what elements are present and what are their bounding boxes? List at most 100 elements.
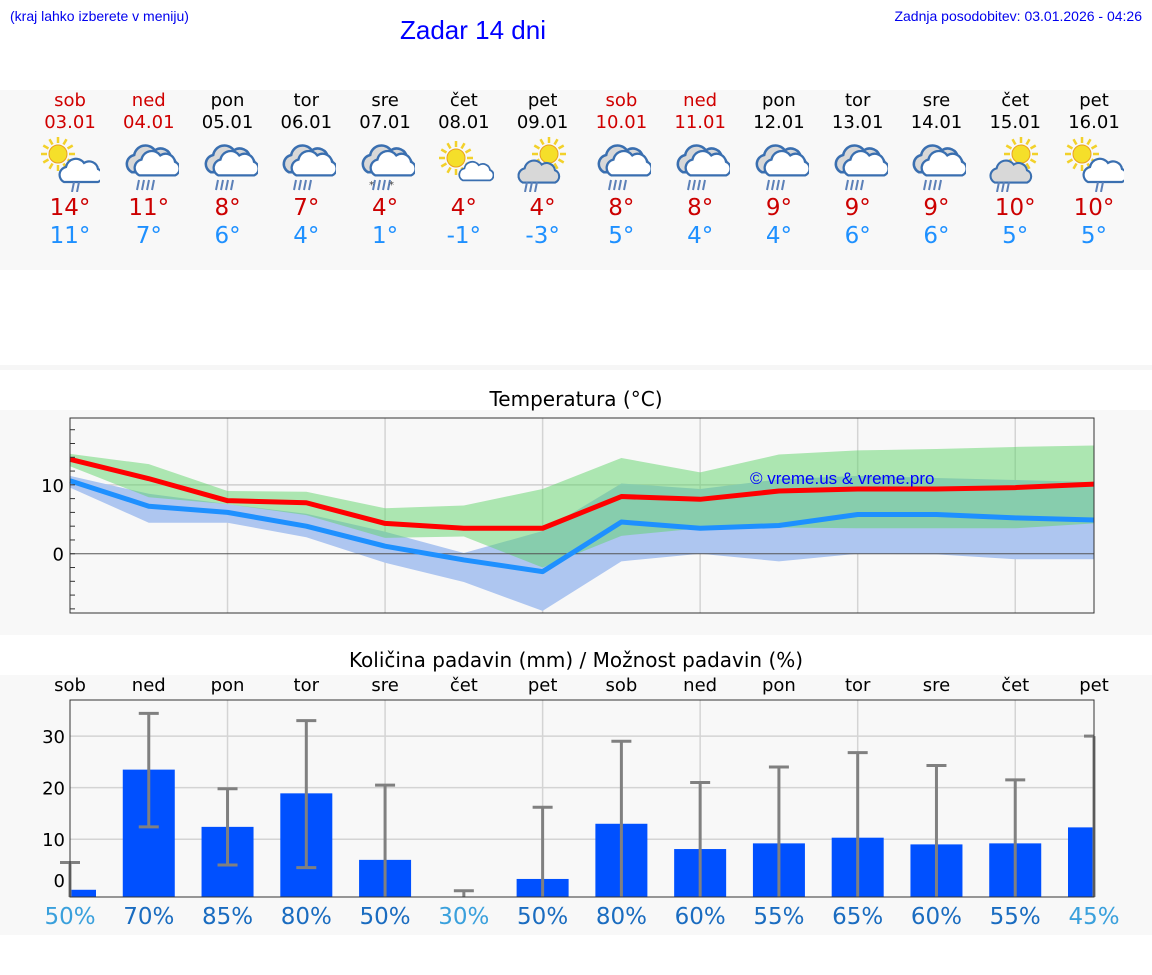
precip-probability: 80%	[595, 904, 647, 930]
precip-day-label: sob	[54, 675, 86, 696]
sun-icon	[438, 141, 473, 175]
min-temp: 5°	[1002, 223, 1029, 249]
heavy-rain-icon	[913, 144, 967, 191]
day-date: 13.01	[831, 112, 884, 133]
y-tick-label: 20	[42, 779, 65, 800]
max-temp: 4°	[371, 195, 399, 221]
watermark: © vreme.us & vreme.pro	[750, 469, 934, 488]
precip-day-label: tor	[293, 675, 320, 696]
max-temp: 8°	[608, 195, 635, 221]
y-tick-label: 10	[41, 476, 64, 497]
day-name: pon	[761, 90, 796, 111]
day-column: ned 04.01 11° 7°	[110, 90, 188, 250]
day-date: 15.01	[989, 112, 1041, 133]
cloud-icon	[58, 157, 100, 184]
day-date: 03.01	[44, 112, 96, 133]
precip-probability: 60%	[674, 904, 726, 930]
day-column: sob 03.01 14° 11°	[31, 90, 109, 250]
rain-icon	[214, 179, 234, 191]
cloud-icon	[517, 159, 560, 184]
cloud-icon	[605, 149, 652, 177]
cloud-icon	[212, 149, 258, 177]
last-updated: Zadnja posodobitev: 03.01.2026 - 04:26	[894, 8, 1142, 24]
day-name: pon	[210, 90, 245, 111]
precip-day-label: tor	[844, 675, 871, 696]
max-temp: 9°	[765, 195, 792, 221]
day-name: pet	[527, 90, 558, 111]
day-column: sre 07.01 * * 4° 1°	[346, 90, 424, 250]
temperature-chart-title: Temperatura (°C)	[489, 387, 663, 411]
precip-probability: 55%	[753, 904, 805, 930]
precip-day-label: sre	[371, 675, 399, 696]
sleet-icon: * *	[361, 144, 416, 191]
page-title: Zadar 14 dni	[400, 15, 546, 45]
max-temp: 4°	[450, 195, 477, 221]
min-temp: 6°	[214, 223, 241, 249]
cloud-icon	[920, 149, 967, 177]
max-temp: 9°	[844, 195, 871, 221]
rain-icon	[923, 179, 943, 191]
sun-cloud-icon	[438, 141, 494, 182]
day-date: 06.01	[280, 112, 333, 133]
day-name: čet	[449, 90, 478, 111]
svg-text:*: *	[389, 180, 394, 191]
min-temp: 4°	[765, 223, 792, 249]
max-temp: 9°	[923, 195, 950, 221]
min-temp: 5°	[1080, 223, 1108, 249]
day-date: 05.01	[201, 112, 254, 133]
location-menu-hint: (kraj lahko izberete v meniju)	[10, 8, 189, 24]
precip-probability: 80%	[280, 904, 332, 930]
day-column: tor 13.01 9° 6°	[819, 90, 897, 250]
min-temp: 11°	[49, 223, 91, 249]
day-name: čet	[1001, 90, 1030, 111]
day-name: sre	[371, 90, 399, 111]
precip-probability: 50%	[44, 904, 96, 930]
day-date: 14.01	[910, 112, 963, 133]
precip-day-label: sre	[922, 675, 951, 696]
precip-day-label: ned	[131, 675, 166, 696]
sun-behind-rain-cloud-icon	[517, 137, 566, 192]
min-temp: 4°	[687, 223, 714, 249]
precip-day-label: ned	[683, 675, 718, 696]
precip-probability: 45%	[1068, 904, 1120, 930]
cloud-icon	[290, 149, 337, 177]
precip-day-label: pon	[761, 675, 796, 696]
rain-icon	[372, 179, 392, 191]
day-name: pet	[1079, 90, 1109, 111]
min-temp: -1°	[446, 223, 482, 249]
precipitation-plot-frame	[69, 699, 1095, 898]
precip-probability: 50%	[517, 904, 569, 930]
daily-forecast-band	[0, 90, 1152, 270]
precip-day-label: čet	[1001, 675, 1030, 696]
day-date: 11.01	[674, 112, 726, 133]
rain-icon	[1095, 181, 1104, 192]
heavy-rain-icon	[204, 144, 258, 191]
cloud-icon	[684, 149, 731, 177]
day-date: 12.01	[753, 112, 805, 133]
min-temp-line	[69, 478, 1095, 575]
day-date: 09.01	[516, 112, 569, 133]
rain-icon	[996, 181, 1011, 192]
day-column: čet 15.01 10° 5°	[976, 90, 1054, 250]
max-temp: 11°	[128, 195, 170, 221]
temperature-plot-frame	[69, 417, 1095, 614]
day-column: sre 14.01 9° 6°	[897, 90, 975, 250]
min-temp: -3°	[525, 223, 560, 249]
heavy-rain-icon	[834, 144, 888, 191]
cloud-icon	[763, 149, 809, 177]
min-temp: 4°	[293, 223, 320, 249]
max-temp: 7°	[293, 195, 320, 221]
day-date: 08.01	[438, 112, 490, 133]
precip-probability: 60%	[910, 904, 963, 930]
precip-probability: 50%	[359, 904, 411, 930]
svg-text:*: *	[369, 180, 374, 191]
day-column: pet 16.01 10° 5°	[1055, 90, 1133, 250]
max-temp: 10°	[994, 195, 1036, 221]
rain-icon	[844, 179, 864, 191]
precip-day-label: pon	[210, 675, 245, 696]
day-date: 10.01	[595, 112, 648, 133]
cloud-icon	[1082, 157, 1124, 184]
cloud-icon	[458, 160, 494, 182]
precip-probability: 70%	[123, 904, 175, 930]
rain-icon	[71, 181, 80, 192]
